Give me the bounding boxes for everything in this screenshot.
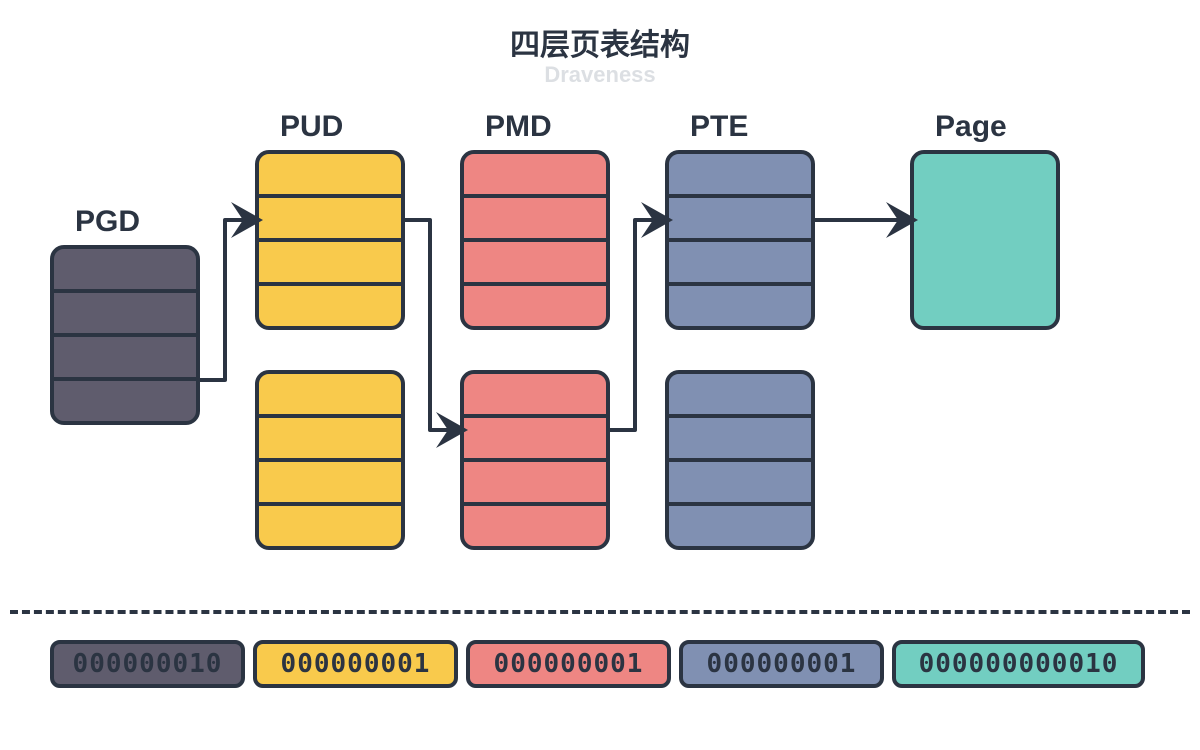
table-row	[259, 198, 401, 242]
table-row	[54, 293, 196, 337]
pmd-table-bottom	[460, 370, 610, 550]
pte-table-bottom	[665, 370, 815, 550]
table-row	[669, 418, 811, 462]
table-row	[669, 198, 811, 242]
address-cell: 000000001	[679, 640, 884, 688]
table-row	[54, 337, 196, 381]
table-row	[259, 154, 401, 198]
diagram-canvas: 四层页表结构 Draveness PGD PUD PMD PTE Page 00…	[0, 0, 1200, 750]
label-pud: PUD	[280, 110, 343, 144]
table-row	[259, 418, 401, 462]
table-row	[464, 286, 606, 326]
address-cell: 000000001	[253, 640, 458, 688]
table-row	[464, 418, 606, 462]
diagram-title: 四层页表结构	[510, 20, 690, 64]
address-cell: 000000000010	[892, 640, 1145, 688]
page-box	[910, 150, 1060, 330]
address-row: 0000000100000000010000000010000000010000…	[50, 640, 1145, 688]
table-row	[259, 374, 401, 418]
diagram-subtitle: Draveness	[544, 62, 655, 88]
pmd-table-top	[460, 150, 610, 330]
table-row	[669, 286, 811, 326]
table-row	[259, 506, 401, 546]
table-row	[669, 462, 811, 506]
address-cell: 000000001	[466, 640, 671, 688]
table-row	[464, 374, 606, 418]
label-page: Page	[935, 110, 1007, 144]
pud-table-bottom	[255, 370, 405, 550]
arrow	[405, 220, 460, 430]
label-pgd: PGD	[75, 205, 140, 239]
label-pmd: PMD	[485, 110, 552, 144]
table-row	[259, 286, 401, 326]
pgd-table	[50, 245, 200, 425]
table-row	[464, 242, 606, 286]
pte-table-top	[665, 150, 815, 330]
table-row	[464, 154, 606, 198]
table-row	[669, 154, 811, 198]
table-row	[54, 381, 196, 421]
table-row	[464, 198, 606, 242]
pud-table-top	[255, 150, 405, 330]
table-row	[54, 249, 196, 293]
table-row	[259, 462, 401, 506]
table-row	[464, 462, 606, 506]
arrow	[200, 220, 255, 380]
section-divider	[10, 610, 1190, 614]
table-row	[669, 506, 811, 546]
label-pte: PTE	[690, 110, 748, 144]
address-cell: 000000010	[50, 640, 245, 688]
arrow	[610, 220, 665, 430]
table-row	[669, 374, 811, 418]
table-row	[669, 242, 811, 286]
table-row	[259, 242, 401, 286]
table-row	[464, 506, 606, 546]
